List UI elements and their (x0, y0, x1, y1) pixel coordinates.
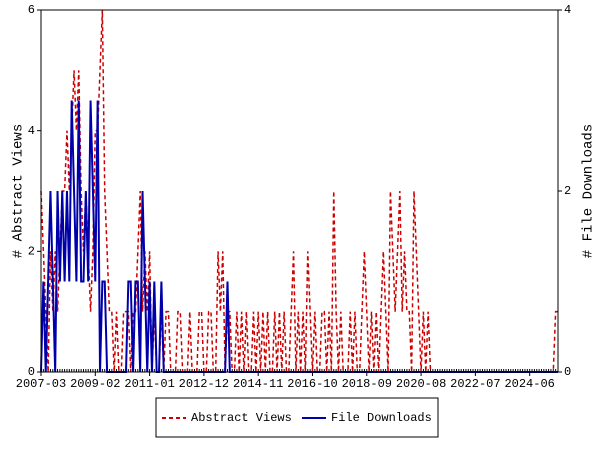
data-line (40, 100, 558, 373)
legend (155, 397, 439, 438)
x-tick-label: 2011-01 (124, 377, 174, 391)
y-tick-label: 4 (28, 124, 35, 138)
x-tick-label: 2014-11 (233, 377, 283, 391)
x-tick-label: 2024-06 (504, 377, 554, 391)
x-tick-label: 2012-12 (179, 377, 229, 391)
y-tick-label: 6 (28, 3, 35, 17)
x-tick-label: 2009-02 (70, 377, 120, 391)
data-line (40, 9, 558, 373)
x-tick-label: 2020-08 (396, 377, 446, 391)
legend-label: Abstract Views (191, 411, 292, 425)
y-tick-label: 2 (28, 245, 35, 259)
plot-frame (40, 9, 559, 373)
y2-axis-title: # File Downloads (581, 124, 597, 258)
y2-tick-label: 4 (564, 3, 571, 17)
y2-tick-label: 2 (564, 184, 571, 198)
x-tick-label: 2018-09 (342, 377, 392, 391)
y-axis-title: # Abstract Views (11, 124, 27, 258)
y-tick-label: 0 (28, 365, 35, 379)
y2-tick-label: 0 (564, 365, 571, 379)
legend-label: File Downloads (331, 411, 432, 425)
x-tick-label: 2007-03 (16, 377, 66, 391)
x-tick-label: 2016-10 (287, 377, 337, 391)
x-tick-label: 2022-07 (450, 377, 500, 391)
